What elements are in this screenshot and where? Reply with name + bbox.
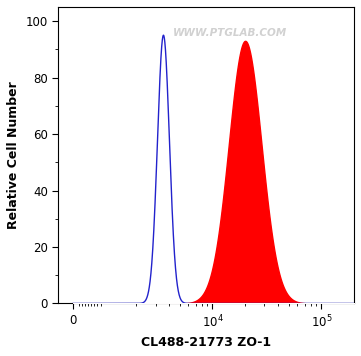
Y-axis label: Relative Cell Number: Relative Cell Number	[7, 81, 20, 229]
X-axis label: CL488-21773 ZO-1: CL488-21773 ZO-1	[141, 336, 271, 349]
Text: WWW.PTGLAB.COM: WWW.PTGLAB.COM	[173, 28, 287, 38]
